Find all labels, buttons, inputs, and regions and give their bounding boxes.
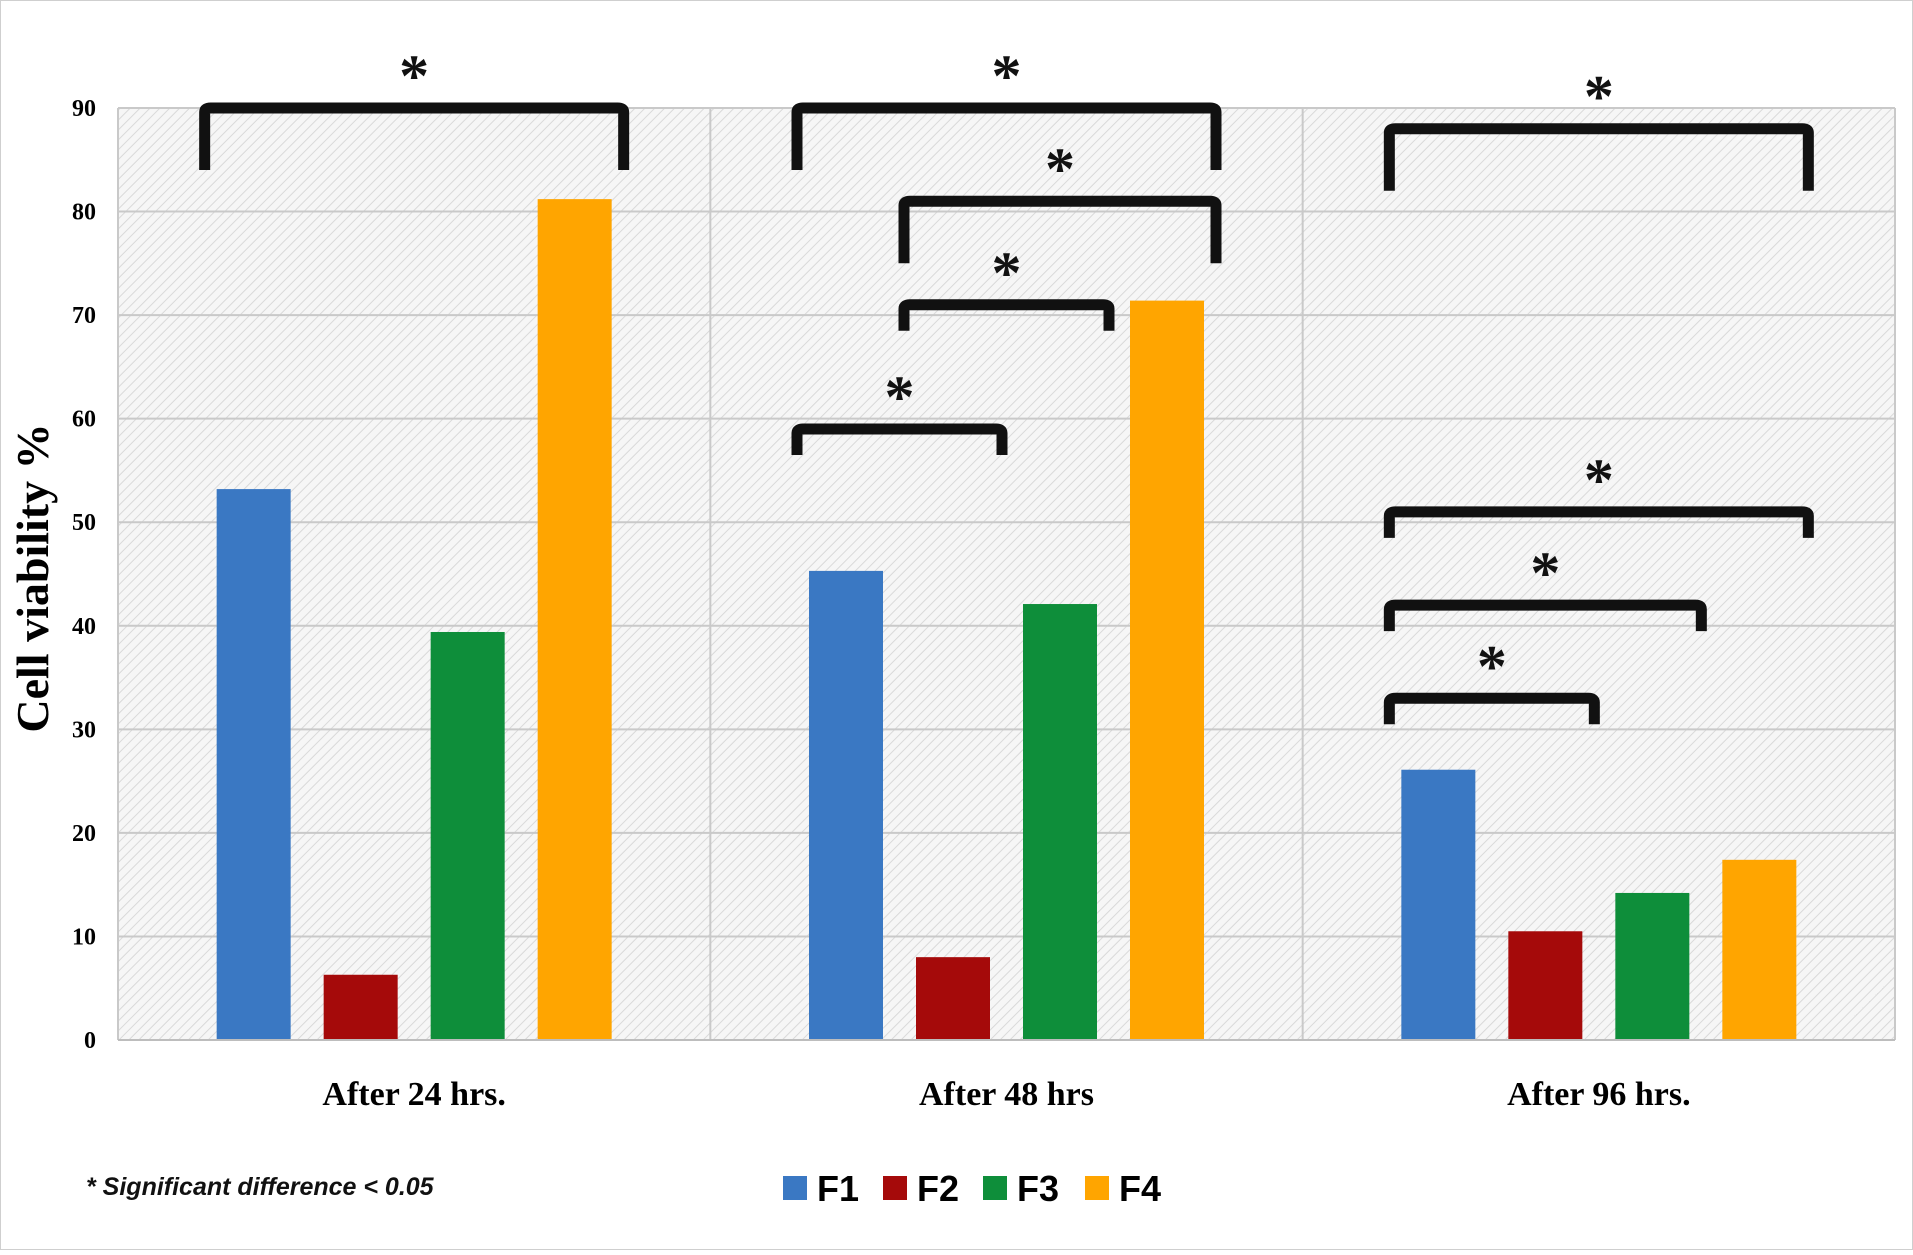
significance-bracket — [1383, 506, 1814, 538]
y-tick-label: 50 — [72, 510, 96, 536]
significance-brackets: * * * * * * * * * — [199, 43, 1814, 725]
significance-star: * — [992, 240, 1022, 306]
legend: F1 F2 F3 F4 — [783, 1168, 1161, 1209]
y-tick-label: 90 — [72, 96, 96, 122]
significance-bracket — [1383, 599, 1707, 632]
significance-bracket — [1383, 123, 1814, 191]
significance-star: * — [1584, 447, 1614, 513]
legend-label-f1: F1 — [817, 1168, 859, 1209]
legend-swatch-f3 — [983, 1176, 1007, 1200]
significance-star: * — [1045, 136, 1075, 202]
legend-swatch-f1 — [783, 1176, 807, 1200]
y-axis-title: Cell viability % — [7, 423, 58, 732]
y-tick-label: 60 — [72, 407, 96, 433]
significance-bracket — [199, 102, 630, 170]
significance-star: * — [992, 43, 1022, 109]
bar-f2 — [916, 957, 990, 1040]
y-tick-label: 80 — [72, 200, 96, 226]
significance-bracket — [791, 423, 1008, 456]
significance-bracket — [1383, 692, 1600, 725]
significance-star: * — [885, 364, 915, 430]
bar-f2 — [1508, 931, 1583, 1040]
bar-f4 — [1130, 300, 1204, 1040]
significance-bracket — [791, 102, 1222, 170]
y-tick-label: 70 — [72, 303, 96, 329]
plot-area — [118, 108, 1895, 1040]
legend-label-f3: F3 — [1017, 1168, 1059, 1209]
y-tick-label: 10 — [72, 924, 96, 950]
bar-f1 — [809, 570, 883, 1040]
bar-f1 — [216, 489, 291, 1040]
bar-f4 — [537, 199, 612, 1040]
bar-f4 — [1722, 859, 1797, 1040]
y-tick-label: 30 — [72, 717, 96, 743]
legend-swatch-f2 — [883, 1176, 907, 1200]
bar-f3 — [1615, 892, 1690, 1040]
legend-label-f4: F4 — [1119, 1168, 1161, 1209]
y-tick-label: 0 — [84, 1028, 96, 1054]
significance-bracket — [898, 195, 1222, 264]
bar-f2 — [323, 974, 398, 1040]
significance-star: * — [1477, 633, 1507, 699]
bars — [216, 199, 1797, 1040]
y-tick-label: 20 — [72, 821, 96, 847]
x-tick-label: After 48 hrs — [919, 1076, 1094, 1113]
significance-note: * Significant difference < 0.05 — [86, 1173, 435, 1201]
legend-swatch-f4 — [1085, 1176, 1109, 1200]
bar-f3 — [430, 631, 505, 1040]
bar-f3 — [1023, 604, 1097, 1040]
significance-bracket — [898, 299, 1115, 331]
bar-f1 — [1401, 769, 1476, 1040]
x-tick-label: After 96 hrs. — [1507, 1076, 1691, 1113]
legend-label-f2: F2 — [917, 1168, 959, 1209]
gridlines — [117, 107, 1896, 1041]
y-tick-label: 40 — [72, 614, 96, 640]
significance-star: * — [1530, 540, 1560, 606]
significance-star: * — [1584, 64, 1614, 130]
x-tick-label: After 24 hrs. — [322, 1076, 506, 1113]
significance-star: * — [399, 43, 429, 109]
axes: 0 10 20 30 40 50 60 70 80 90 After 24 hrs. After 48… — [72, 96, 1895, 1113]
